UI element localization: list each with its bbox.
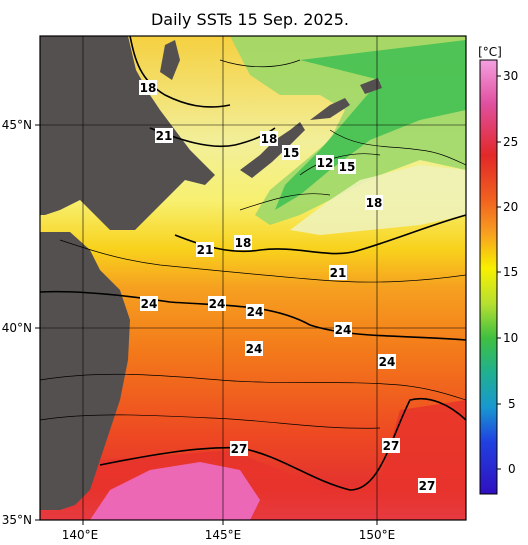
contour-label: 27 — [383, 439, 400, 453]
contour-label: 12 — [317, 156, 334, 170]
lat-label-40n: 40°N — [2, 321, 32, 335]
honshu-land — [40, 232, 130, 510]
hokkaido-land — [40, 36, 215, 230]
contour-label: 18 — [235, 236, 252, 250]
lon-label-140e: 140°E — [62, 528, 99, 542]
contour-label: 24 — [246, 342, 263, 356]
map-frame — [39, 35, 467, 521]
contour-label: 21 — [156, 129, 173, 143]
contour-label: 15 — [339, 160, 356, 174]
colorbar-tick-label: 5 — [508, 397, 516, 411]
contour-label: 27 — [419, 479, 436, 493]
colorbar-tick-label: 15 — [503, 265, 518, 279]
sakhalin-land — [160, 40, 180, 80]
contour-labels: 18 21 18 15 12 15 18 21 18 21 24 24 24 2… — [139, 80, 436, 493]
lon-label-150e: 150°E — [359, 528, 396, 542]
colorbar-tick-label: 10 — [503, 331, 518, 345]
contour-label: 18 — [366, 196, 383, 210]
colorbar-tick-label: 20 — [503, 200, 518, 214]
colorbar-tick-label: 30 — [503, 69, 518, 83]
contour-label: 21 — [197, 243, 214, 257]
colorbar-unit: [°C] — [478, 45, 502, 59]
contour-label: 24 — [209, 297, 226, 311]
graticule — [40, 36, 466, 520]
contour-label: 27 — [231, 442, 248, 456]
contour-label: 18 — [261, 132, 278, 146]
axis-ticks — [35, 124, 378, 525]
hot-water-region — [90, 462, 260, 520]
lon-label-145e: 145°E — [205, 528, 242, 542]
contour-label: 24 — [379, 355, 396, 369]
kuril-island-land — [360, 78, 382, 94]
colorbar-ticks — [497, 75, 501, 470]
colorbar — [479, 59, 498, 495]
contour-label: 21 — [330, 266, 347, 280]
contour-label: 18 — [140, 81, 157, 95]
contour-label: 24 — [141, 297, 158, 311]
lat-label-35n: 35°N — [2, 513, 32, 527]
colorbar-tick-label: 0 — [508, 462, 516, 476]
contour-label: 24 — [335, 323, 352, 337]
kuril-island-land — [310, 98, 350, 120]
contour-label: 15 — [283, 146, 300, 160]
kuril-islands-land — [240, 122, 305, 178]
map-title: Daily SSTs 15 Sep. 2025. — [150, 10, 349, 29]
contour-label: 24 — [247, 305, 264, 319]
lat-label-45n: 45°N — [2, 118, 32, 132]
colorbar-tick-label: 25 — [503, 135, 518, 149]
